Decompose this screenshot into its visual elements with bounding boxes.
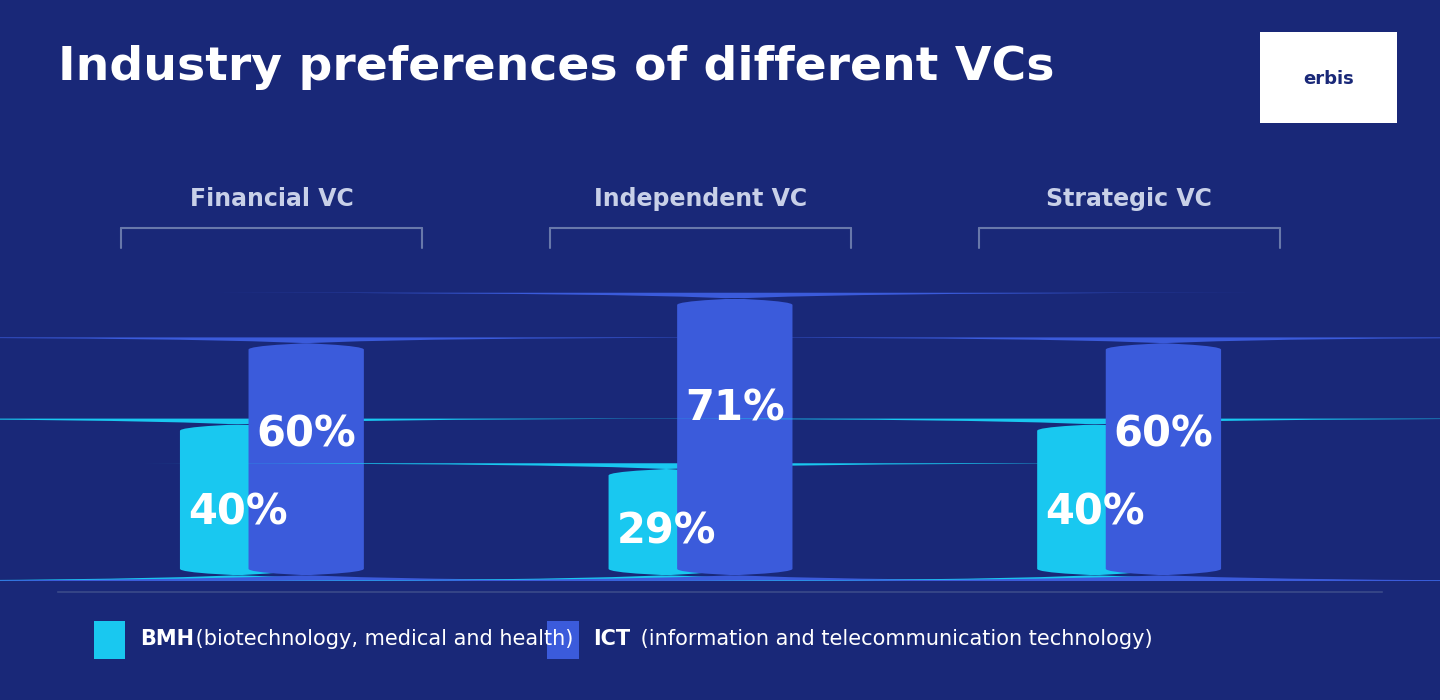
FancyBboxPatch shape — [207, 293, 1261, 581]
Text: 40%: 40% — [1045, 492, 1145, 534]
FancyBboxPatch shape — [0, 337, 832, 581]
FancyBboxPatch shape — [89, 615, 130, 665]
FancyBboxPatch shape — [636, 337, 1440, 581]
Text: 60%: 60% — [1113, 414, 1214, 456]
Text: 40%: 40% — [187, 492, 288, 534]
FancyBboxPatch shape — [1243, 29, 1414, 130]
FancyBboxPatch shape — [140, 463, 1192, 581]
Text: (biotechnology, medical and health): (biotechnology, medical and health) — [189, 629, 573, 649]
Text: 29%: 29% — [616, 510, 716, 552]
FancyBboxPatch shape — [543, 615, 583, 665]
Text: Financial VC: Financial VC — [190, 187, 354, 211]
FancyBboxPatch shape — [0, 419, 765, 581]
Text: 60%: 60% — [256, 414, 356, 456]
Text: Industry preferences of different VCs: Industry preferences of different VCs — [58, 46, 1054, 90]
Text: (information and telecommunication technology): (information and telecommunication techn… — [634, 629, 1152, 649]
Text: Independent VC: Independent VC — [593, 187, 806, 211]
Text: BMH: BMH — [140, 629, 193, 649]
Text: ICT: ICT — [593, 629, 631, 649]
Text: 71%: 71% — [685, 387, 785, 429]
FancyBboxPatch shape — [567, 419, 1440, 581]
Text: Strategic VC: Strategic VC — [1047, 187, 1212, 211]
Text: erbis: erbis — [1303, 70, 1354, 88]
